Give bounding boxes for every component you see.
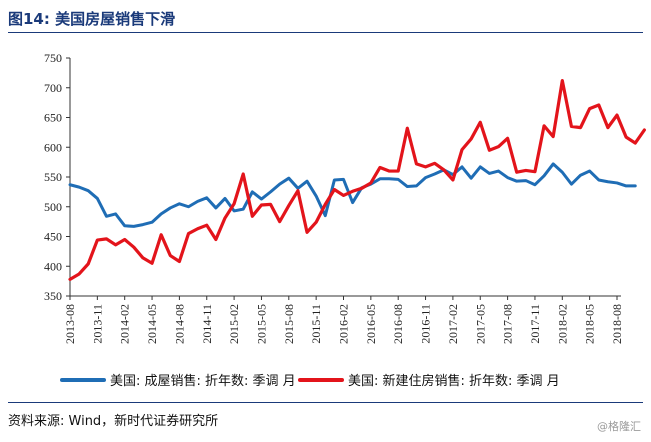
x-tick-label: 2015-08: [282, 304, 296, 344]
legend-item: 美国: 新建住房销售: 折年数: 季调 月: [298, 373, 560, 389]
y-tick-label: 750: [44, 51, 62, 65]
x-tick-label: 2015-02: [227, 304, 241, 344]
watermark: @格隆汇: [597, 420, 641, 433]
series-line-existing-home-sales: [68, 162, 637, 228]
x-tick-label: 2014-02: [118, 304, 132, 344]
x-tick-label: 2013-11: [90, 304, 104, 344]
y-tick-label: 350: [44, 289, 62, 303]
footer-divider: [8, 402, 643, 403]
x-tick-label: 2015-11: [309, 304, 323, 344]
x-tick-label: 2016-11: [419, 304, 433, 344]
y-tick-label: 550: [44, 170, 62, 184]
source-note: 资料来源: Wind，新时代证券研究所: [8, 414, 219, 429]
x-tick-label: 2013-08: [63, 304, 77, 344]
series-layer: [68, 79, 646, 281]
title-divider: [8, 32, 643, 33]
series-line-new-home-sales: [68, 79, 646, 281]
x-tick-label: 2017-05: [473, 304, 487, 344]
figure-title: 图14: 美国房屋销售下滑: [8, 10, 176, 28]
x-tick-label: 2015-05: [254, 304, 268, 344]
x-tick-label: 2018-08: [610, 304, 624, 344]
line-chart: 350 400 450 500 550 600 650 700 750 2013-08 2013-1…: [44, 51, 646, 389]
y-tick-label: 650: [44, 111, 62, 125]
x-tick-label: 2016-02: [337, 304, 351, 344]
x-tick-label: 2016-08: [391, 304, 405, 344]
y-tick-label: 500: [44, 200, 62, 214]
legend-label: 美国: 成屋销售: 折年数: 季调 月: [110, 373, 296, 389]
chart-legend: 美国: 成屋销售: 折年数: 季调 月 美国: 新建住房销售: 折年数: 季调 月: [60, 373, 560, 389]
y-tick-label: 600: [44, 140, 62, 154]
x-tick-label: 2017-02: [446, 304, 460, 344]
x-tick-label: 2018-05: [583, 304, 597, 344]
x-tick-label: 2018-02: [555, 304, 569, 344]
legend-item: 美国: 成屋销售: 折年数: 季调 月: [60, 373, 296, 389]
x-tick-label: 2017-11: [528, 304, 542, 344]
y-tick-label: 400: [44, 259, 62, 273]
x-tick-label: 2014-08: [172, 304, 186, 344]
x-tick-label: 2016-05: [364, 304, 378, 344]
y-tick-label: 450: [44, 230, 62, 244]
legend-label: 美国: 新建住房销售: 折年数: 季调 月: [348, 373, 560, 389]
chart-axes: 350 400 450 500 550 600 650 700 750 2013-08 2013-1…: [44, 51, 624, 344]
x-tick-label: 2014-05: [145, 304, 159, 344]
x-tick-label: 2014-11: [200, 304, 214, 344]
x-tick-label: 2017-08: [501, 304, 515, 344]
y-tick-label: 700: [44, 81, 62, 95]
